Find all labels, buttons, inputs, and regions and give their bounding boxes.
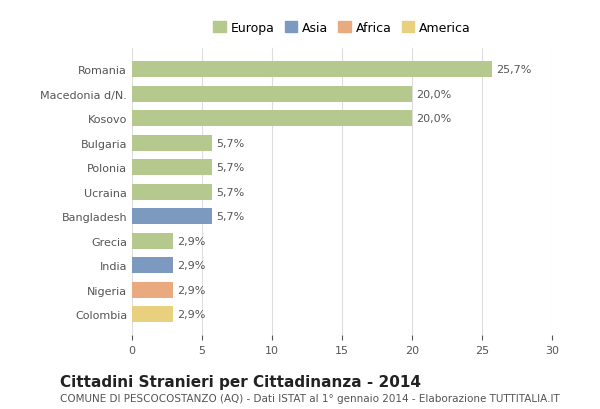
Text: 2,9%: 2,9% [177, 236, 205, 246]
Text: 20,0%: 20,0% [416, 114, 451, 124]
Text: 5,7%: 5,7% [216, 138, 244, 148]
Text: 5,7%: 5,7% [216, 212, 244, 222]
Bar [132, 62, 492, 78]
Text: 2,9%: 2,9% [177, 285, 205, 295]
Bar [132, 209, 212, 225]
Text: 2,9%: 2,9% [177, 261, 205, 270]
Bar [132, 160, 212, 176]
Bar [132, 306, 173, 322]
Text: 20,0%: 20,0% [416, 90, 451, 99]
Text: Cittadini Stranieri per Cittadinanza - 2014: Cittadini Stranieri per Cittadinanza - 2… [60, 374, 421, 389]
Bar [132, 184, 212, 200]
Text: 5,7%: 5,7% [216, 187, 244, 197]
Text: 25,7%: 25,7% [496, 65, 532, 75]
Bar [132, 282, 173, 298]
Bar [132, 111, 412, 127]
Text: COMUNE DI PESCOCOSTANZO (AQ) - Dati ISTAT al 1° gennaio 2014 - Elaborazione TUTT: COMUNE DI PESCOCOSTANZO (AQ) - Dati ISTA… [60, 393, 560, 403]
Bar [132, 258, 173, 274]
Legend: Europa, Asia, Africa, America: Europa, Asia, Africa, America [209, 18, 475, 38]
Bar [132, 135, 212, 151]
Text: 5,7%: 5,7% [216, 163, 244, 173]
Text: 2,9%: 2,9% [177, 310, 205, 319]
Bar [132, 87, 412, 102]
Bar [132, 233, 173, 249]
